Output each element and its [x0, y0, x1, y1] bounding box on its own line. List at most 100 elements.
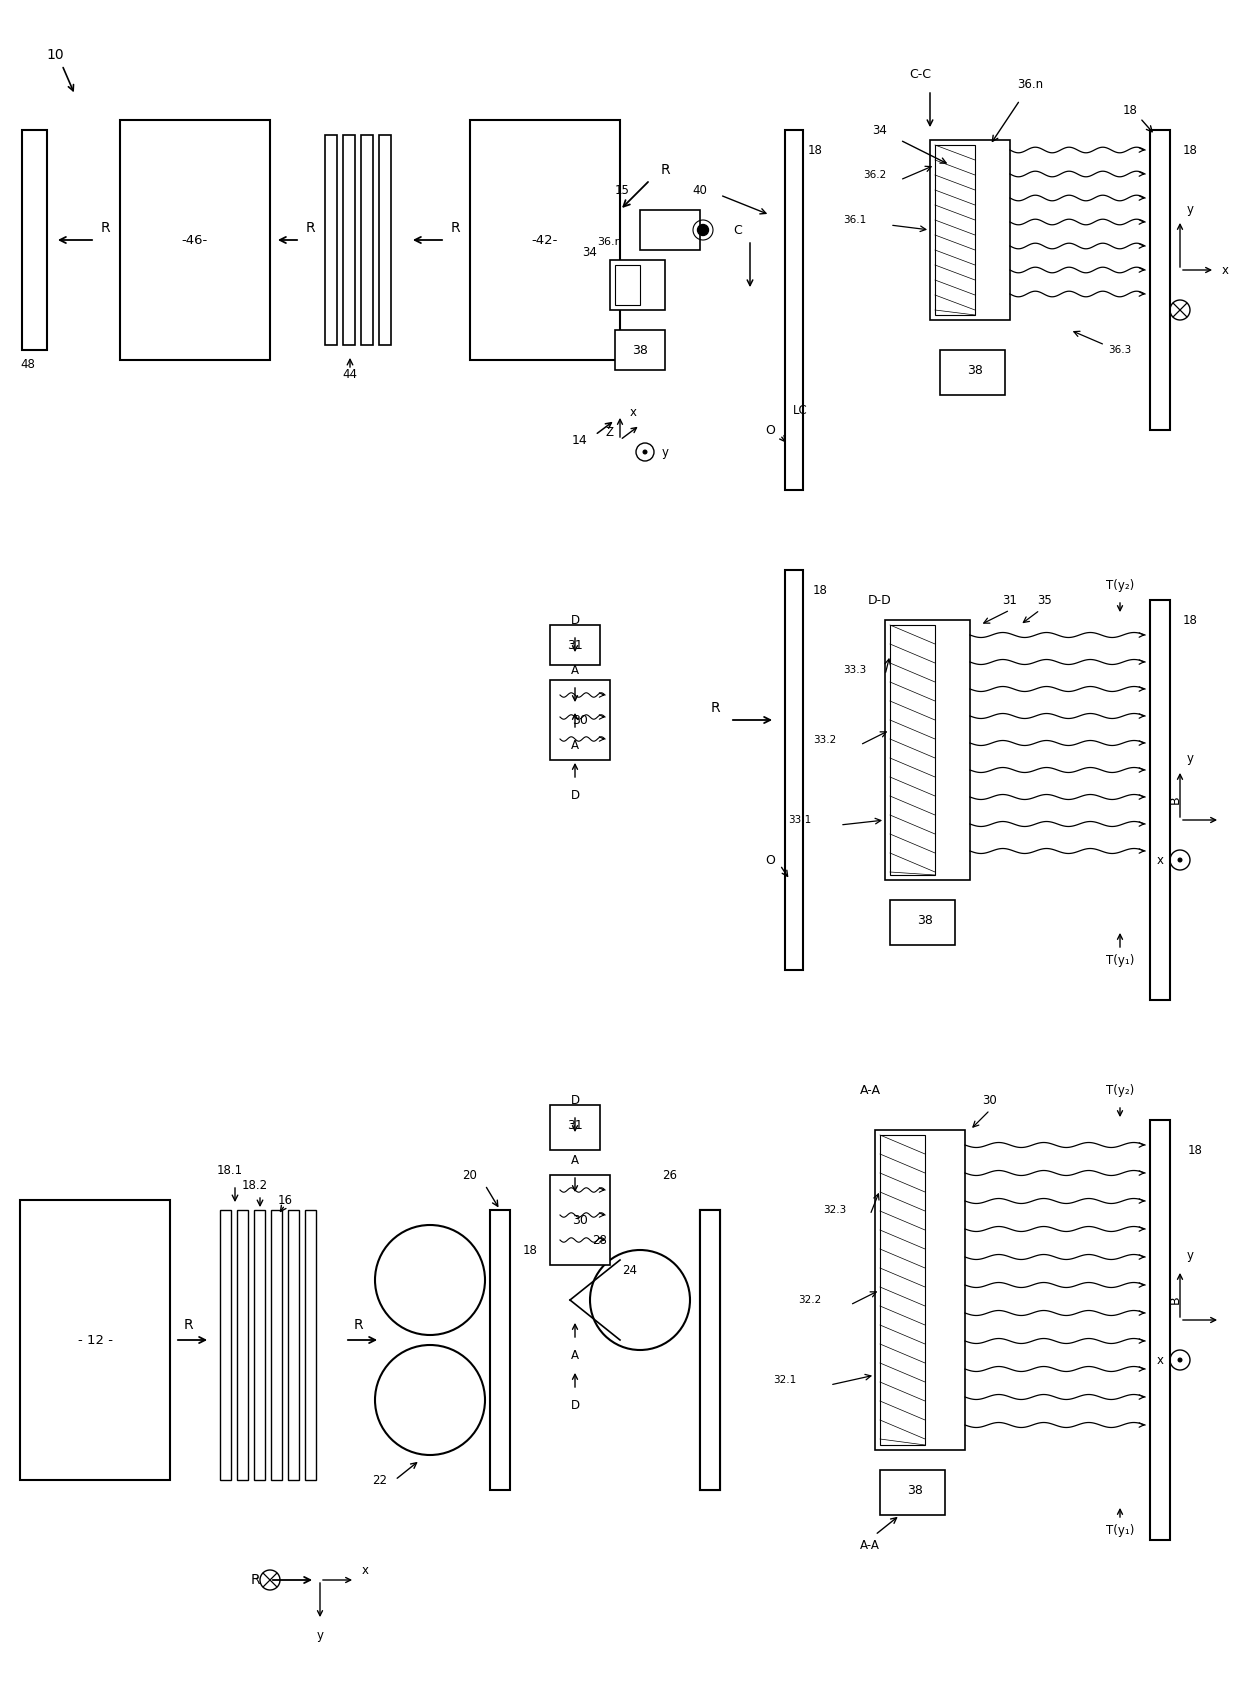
Text: 30: 30 — [982, 1094, 997, 1106]
Text: y: y — [1187, 1248, 1193, 1262]
Text: 38: 38 — [918, 913, 932, 927]
Text: x: x — [362, 1564, 368, 1577]
Bar — [470, 120, 620, 361]
Text: 36.2: 36.2 — [863, 169, 887, 180]
Bar — [1149, 130, 1171, 430]
Bar — [361, 136, 373, 346]
Bar — [551, 1176, 610, 1265]
Circle shape — [697, 225, 708, 235]
Text: D: D — [570, 1399, 579, 1411]
Text: x: x — [1157, 1354, 1163, 1367]
Text: x: x — [1157, 854, 1163, 867]
Text: Z: Z — [606, 425, 614, 439]
Text: y: y — [1187, 752, 1193, 764]
Text: 30: 30 — [572, 1213, 588, 1226]
Text: x: x — [1221, 264, 1229, 276]
Text: A-A: A-A — [859, 1084, 880, 1096]
Bar — [885, 620, 970, 879]
Text: y: y — [1187, 203, 1193, 217]
Bar — [343, 136, 355, 346]
Text: 18: 18 — [1188, 1143, 1203, 1157]
Text: D: D — [570, 613, 579, 627]
Bar — [254, 1210, 265, 1481]
Text: R: R — [100, 220, 110, 235]
Bar — [930, 141, 1011, 320]
Text: 18: 18 — [807, 144, 822, 156]
Bar — [785, 130, 804, 490]
Bar — [701, 1210, 720, 1491]
Text: T(y₂): T(y₂) — [1106, 578, 1135, 591]
Text: T(y₁): T(y₁) — [1106, 1523, 1135, 1536]
Bar — [940, 351, 1004, 395]
Text: 31: 31 — [567, 1118, 583, 1132]
Text: A: A — [570, 1154, 579, 1167]
Bar — [22, 130, 47, 351]
Text: 35: 35 — [1038, 593, 1053, 606]
Text: 22: 22 — [372, 1474, 387, 1487]
Text: 20: 20 — [463, 1169, 477, 1181]
Bar — [610, 259, 665, 310]
Bar — [785, 569, 804, 971]
Bar — [325, 136, 337, 346]
Circle shape — [644, 451, 647, 454]
Text: 34: 34 — [873, 124, 888, 137]
Text: A: A — [570, 664, 579, 676]
Text: -42-: -42- — [532, 234, 558, 247]
Text: 15: 15 — [615, 183, 630, 197]
Text: 34: 34 — [583, 246, 598, 259]
Text: R: R — [353, 1318, 363, 1331]
Bar — [890, 625, 935, 876]
Bar — [288, 1210, 299, 1481]
Text: R: R — [660, 163, 670, 176]
Text: 44: 44 — [342, 369, 357, 381]
Bar — [219, 1210, 231, 1481]
Text: 16: 16 — [278, 1194, 293, 1206]
Bar — [551, 679, 610, 761]
Bar — [379, 136, 391, 346]
Bar — [935, 146, 975, 315]
Text: 38: 38 — [632, 344, 649, 356]
Bar — [20, 1199, 170, 1481]
Text: D: D — [570, 1094, 579, 1106]
Text: -46-: -46- — [182, 234, 208, 247]
Text: 18: 18 — [812, 583, 827, 596]
Text: 28: 28 — [593, 1233, 608, 1247]
Text: 36.n: 36.n — [598, 237, 622, 247]
Text: 38: 38 — [908, 1484, 923, 1496]
Text: 38: 38 — [967, 364, 983, 376]
Text: - 12 -: - 12 - — [77, 1333, 113, 1347]
Text: 18: 18 — [1183, 613, 1198, 627]
Text: 18.2: 18.2 — [242, 1179, 268, 1191]
Text: T(y₂): T(y₂) — [1106, 1084, 1135, 1096]
Text: C-C: C-C — [909, 68, 931, 81]
Text: B: B — [1168, 1296, 1182, 1304]
Text: 24: 24 — [622, 1264, 637, 1277]
Bar — [701, 1210, 720, 1491]
Bar — [640, 210, 701, 251]
Text: 33.1: 33.1 — [789, 815, 812, 825]
Bar — [880, 1135, 925, 1445]
Text: 32.3: 32.3 — [823, 1204, 847, 1215]
Text: 30: 30 — [572, 713, 588, 727]
Bar — [120, 120, 270, 361]
Text: 18.1: 18.1 — [217, 1164, 243, 1177]
Text: 31: 31 — [1003, 593, 1018, 606]
Bar — [305, 1210, 316, 1481]
Text: 10: 10 — [46, 47, 63, 63]
Text: O: O — [765, 424, 775, 437]
Text: 33.3: 33.3 — [843, 666, 867, 674]
Text: T(y₁): T(y₁) — [1106, 954, 1135, 967]
Text: 40: 40 — [693, 183, 708, 197]
Bar — [615, 330, 665, 369]
Text: 36.1: 36.1 — [843, 215, 867, 225]
Bar — [615, 264, 640, 305]
Bar — [1149, 1120, 1171, 1540]
Text: x: x — [630, 405, 636, 418]
Text: D: D — [570, 788, 579, 801]
Text: 36.n: 36.n — [1017, 78, 1043, 91]
Text: D-D: D-D — [868, 593, 892, 606]
Text: B: B — [1168, 796, 1182, 805]
Bar — [890, 900, 955, 945]
Bar — [875, 1130, 965, 1450]
Text: R: R — [184, 1318, 192, 1331]
